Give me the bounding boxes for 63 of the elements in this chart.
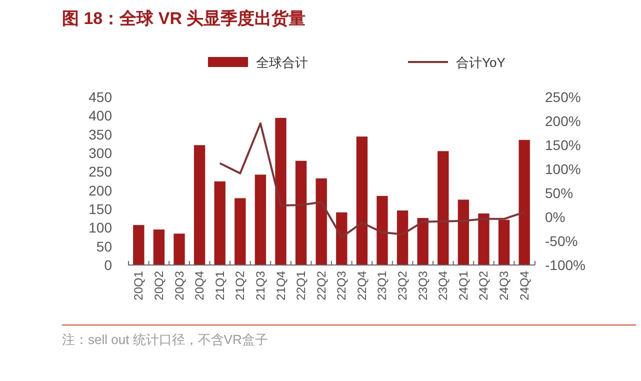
y-tick-label: 300 (88, 145, 112, 161)
bar (214, 181, 226, 265)
y-tick-label: 0 (104, 257, 112, 273)
y-tick-label: 200 (88, 182, 112, 198)
y-tick-label: 100 (88, 220, 112, 236)
legend-label: 合计YoY (456, 55, 506, 70)
y2-tick-label: 0% (545, 209, 566, 225)
bar (295, 160, 307, 265)
x-tick-label: 21Q2 (233, 270, 248, 300)
y-tick-label: 150 (88, 201, 112, 217)
y2-tick-label: -50% (545, 233, 578, 249)
x-tick-label: 21Q1 (212, 270, 227, 300)
x-tick-label: 20Q2 (152, 270, 166, 300)
x-tick-label: 20Q3 (172, 270, 186, 300)
y2-tick-label: 100% (545, 161, 581, 177)
legend-label: 全球合计 (256, 55, 308, 70)
x-tick-label: 22Q2 (314, 270, 328, 300)
bar (376, 196, 388, 265)
bar (458, 200, 470, 265)
x-tick-label: 22Q1 (294, 270, 308, 300)
x-tick-label: 22Q4 (354, 270, 369, 300)
bar (275, 118, 286, 265)
y-tick-label: 250 (88, 164, 112, 180)
x-tick-label: 23Q2 (396, 270, 410, 300)
x-tick-label: 20Q1 (132, 270, 146, 300)
bar (254, 174, 266, 265)
bar (153, 230, 165, 265)
y2-tick-label: 150% (545, 137, 581, 153)
bar (316, 178, 327, 265)
x-tick-label: 24Q2 (476, 270, 491, 300)
y-tick-label: 400 (88, 108, 112, 124)
x-tick-label: 24Q3 (497, 270, 512, 300)
x-tick-label: 24Q4 (517, 270, 532, 300)
bar (396, 210, 408, 265)
bar (498, 220, 510, 265)
y-tick-label: 350 (88, 126, 112, 142)
y2-tick-label: -100% (545, 257, 586, 273)
y-tick-label: 50 (96, 238, 112, 254)
bar (194, 145, 206, 265)
chart-title: 图 18：全球 VR 头显季度出货量 (62, 9, 306, 28)
x-tick-label: 22Q3 (334, 270, 349, 300)
line-series (218, 122, 526, 238)
x-tick-label: 23Q4 (436, 270, 450, 300)
bar (478, 213, 490, 265)
text: 注：sell out 统计口径，不含VR盒子 (62, 332, 268, 347)
bar (518, 140, 530, 265)
x-tick-label: 24Q1 (456, 270, 470, 300)
x-tick-label: 23Q3 (416, 270, 430, 300)
y2-tick-label: 250% (545, 89, 581, 105)
bar (438, 151, 449, 265)
x-tick-label: 21Q4 (274, 270, 288, 300)
bar (174, 234, 185, 265)
bar (336, 212, 348, 265)
x-tick-label: 21Q3 (253, 270, 268, 300)
bar (234, 198, 246, 265)
bar (133, 225, 144, 265)
y2-tick-label: 200% (545, 113, 581, 129)
bar (356, 136, 368, 265)
y-tick-label: 450 (88, 89, 112, 105)
x-tick-label: 23Q1 (375, 270, 390, 300)
y2-tick-label: 50% (545, 185, 574, 201)
x-tick-label: 20Q4 (192, 270, 207, 300)
bar (417, 218, 428, 265)
